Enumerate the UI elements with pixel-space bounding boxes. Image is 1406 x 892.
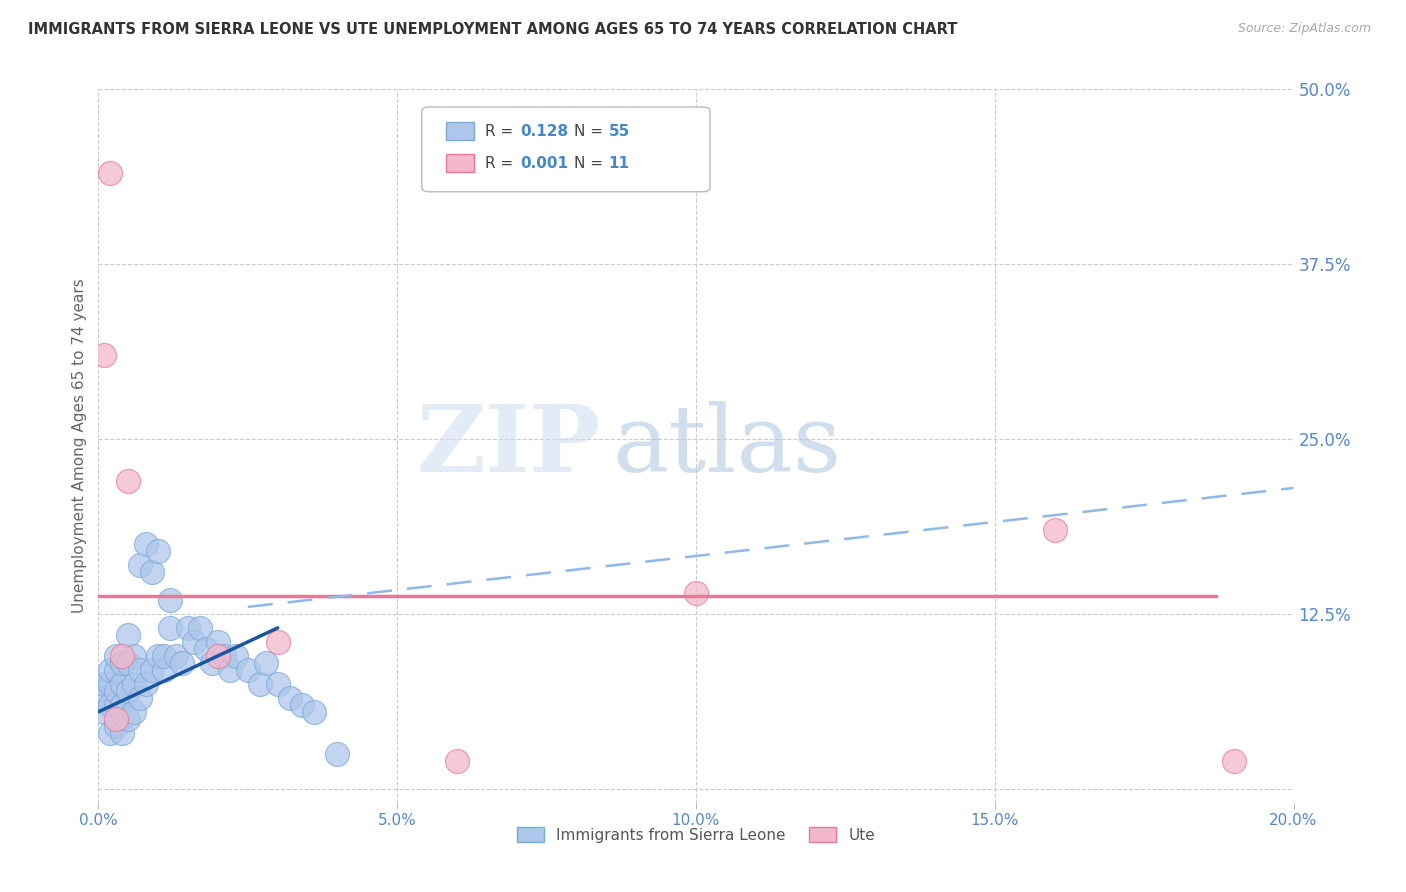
Point: [183, 635, 205, 649]
Point: [129, 690, 152, 705]
Text: ZIP: ZIP: [416, 401, 600, 491]
Point: [124, 648, 146, 663]
Point: [148, 648, 170, 663]
Point: [267, 635, 290, 649]
Text: 55: 55: [609, 124, 630, 138]
Point: [236, 663, 259, 677]
Point: [117, 712, 139, 726]
Point: [98, 166, 122, 180]
Point: [105, 719, 128, 733]
Text: 0.128: 0.128: [520, 124, 568, 138]
Point: [141, 565, 163, 579]
Point: [93, 348, 115, 362]
Point: [225, 648, 247, 663]
Point: [148, 544, 170, 558]
Point: [254, 656, 277, 670]
Point: [105, 712, 128, 726]
Point: [188, 621, 211, 635]
Point: [153, 648, 176, 663]
Point: [135, 677, 157, 691]
Text: R =: R =: [485, 156, 519, 170]
Text: 11: 11: [609, 156, 630, 170]
Text: N =: N =: [574, 156, 607, 170]
Point: [98, 726, 122, 740]
Point: [177, 621, 200, 635]
Point: [135, 537, 157, 551]
Point: [165, 648, 187, 663]
Point: [98, 677, 122, 691]
Point: [124, 705, 146, 719]
Point: [93, 677, 115, 691]
Text: IMMIGRANTS FROM SIERRA LEONE VS UTE UNEMPLOYMENT AMONG AGES 65 TO 74 YEARS CORRE: IMMIGRANTS FROM SIERRA LEONE VS UTE UNEM…: [28, 22, 957, 37]
Point: [105, 684, 128, 698]
Point: [111, 726, 134, 740]
Text: R =: R =: [485, 124, 519, 138]
Point: [195, 641, 218, 656]
Point: [105, 698, 128, 712]
Point: [98, 698, 122, 712]
Point: [105, 648, 128, 663]
Point: [98, 663, 122, 677]
Point: [1043, 523, 1066, 537]
Point: [105, 663, 128, 677]
Point: [117, 684, 139, 698]
Point: [93, 705, 115, 719]
Point: [172, 656, 194, 670]
Point: [111, 677, 134, 691]
Point: [159, 593, 181, 607]
Point: [159, 621, 181, 635]
Text: 0.001: 0.001: [520, 156, 568, 170]
Point: [141, 663, 163, 677]
Point: [212, 648, 235, 663]
Text: Source: ZipAtlas.com: Source: ZipAtlas.com: [1237, 22, 1371, 36]
Legend: Immigrants from Sierra Leone, Ute: Immigrants from Sierra Leone, Ute: [510, 821, 882, 848]
Point: [117, 474, 139, 488]
Point: [111, 648, 134, 663]
Point: [249, 677, 271, 691]
Point: [446, 754, 468, 768]
Point: [326, 747, 349, 761]
Point: [685, 586, 707, 600]
Point: [201, 656, 224, 670]
Point: [267, 677, 290, 691]
Point: [207, 648, 229, 663]
Point: [117, 656, 139, 670]
Text: N =: N =: [574, 124, 607, 138]
Point: [291, 698, 314, 712]
Point: [278, 690, 301, 705]
Point: [207, 635, 229, 649]
Point: [219, 663, 242, 677]
Point: [153, 663, 176, 677]
Point: [302, 705, 325, 719]
Point: [93, 690, 115, 705]
Text: atlas: atlas: [613, 401, 842, 491]
Y-axis label: Unemployment Among Ages 65 to 74 years: Unemployment Among Ages 65 to 74 years: [72, 278, 87, 614]
Point: [129, 558, 152, 572]
Point: [129, 663, 152, 677]
Point: [111, 698, 134, 712]
Point: [124, 677, 146, 691]
Point: [1223, 754, 1246, 768]
Point: [117, 628, 139, 642]
Point: [111, 656, 134, 670]
